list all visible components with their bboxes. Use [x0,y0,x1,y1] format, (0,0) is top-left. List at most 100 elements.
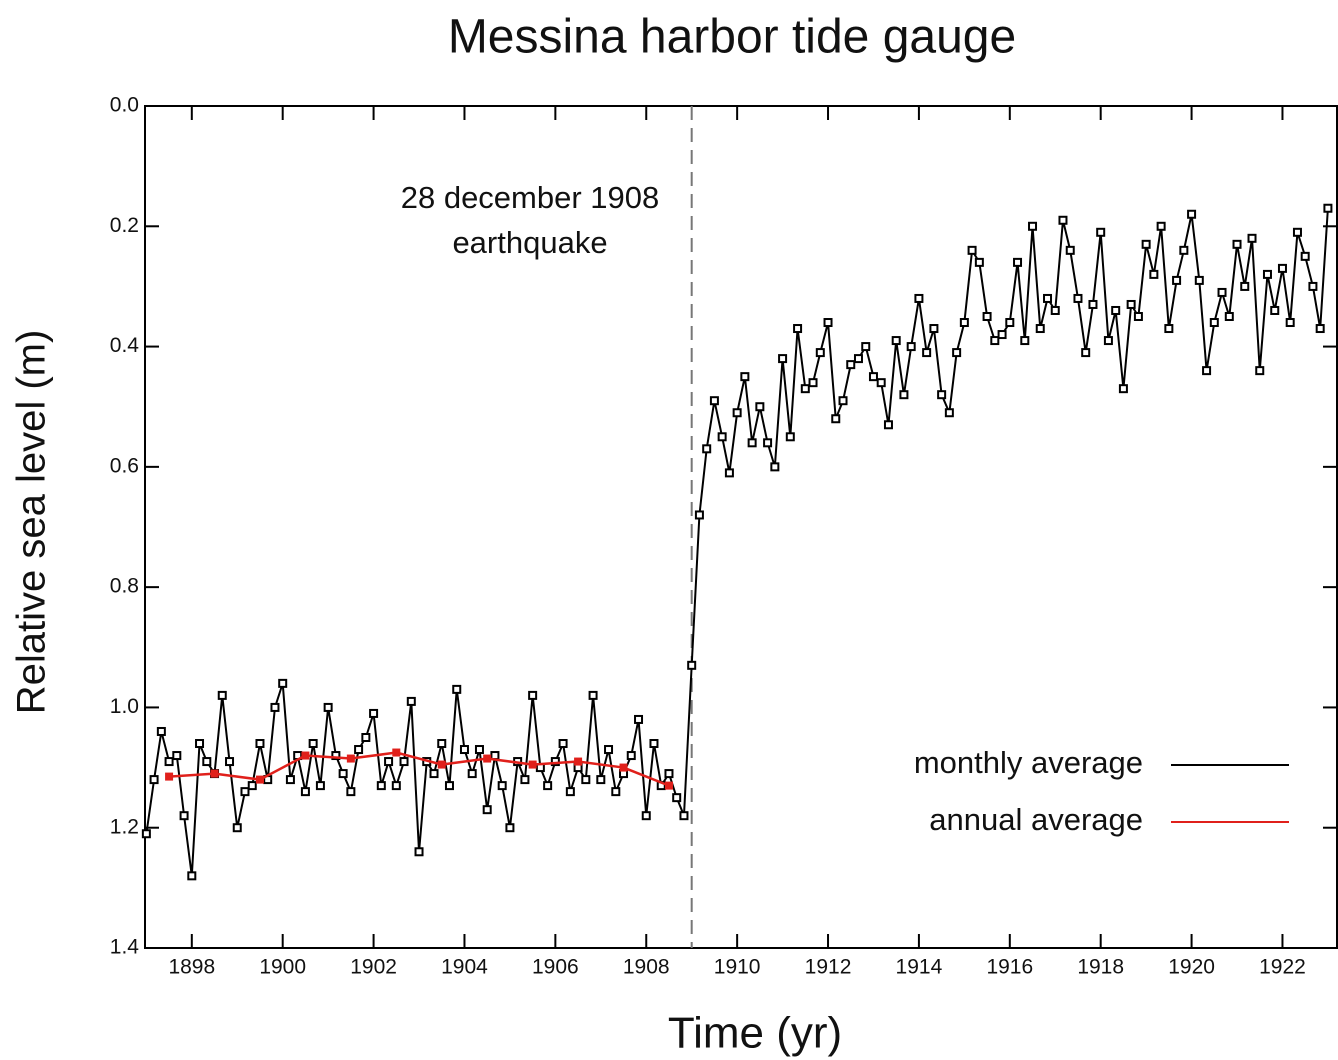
x-tick-label: 1914 [896,956,943,979]
data-point [634,714,644,724]
legend-label: monthly average [914,745,1143,780]
data-point [906,342,916,352]
data-point [156,726,166,736]
data-point [202,757,212,767]
data-point [505,823,515,833]
data-point [1277,263,1287,273]
x-tick-label: 1922 [1259,956,1306,979]
data-point [369,708,379,718]
data-point [1202,366,1212,376]
data-point [959,318,969,328]
data-point [1149,269,1159,279]
data-point [747,438,757,448]
data-point [574,757,583,766]
x-tick-label: 1910 [714,956,761,979]
data-point [831,414,841,424]
data-point [664,769,674,779]
data-point [717,432,727,442]
data-point [883,420,893,430]
data-point [392,748,401,757]
data-point [1270,305,1280,315]
data-point [1172,275,1182,285]
data-point [1164,324,1174,334]
data-point [785,432,795,442]
data-point [558,739,568,749]
data-point [225,757,235,767]
data-point [982,312,992,321]
data-point [1292,227,1302,237]
data-point [1224,312,1234,321]
data-point [853,354,863,364]
data-point [391,781,401,791]
chart-title: Messina harbor tide gauge [448,11,1016,64]
y-tick-label: 0.4 [110,334,140,357]
y-tick-label: 0.2 [110,214,139,237]
x-tick-label: 1898 [168,956,215,979]
data-point [679,811,689,821]
data-point [1073,293,1083,303]
data-point [482,805,492,815]
data-point [755,402,765,412]
data-point [793,324,803,334]
data-point [1323,203,1333,213]
data-point [596,775,606,785]
data-point [997,330,1007,340]
data-point [861,342,871,352]
data-point [694,510,704,520]
annotation: 28 december 1908 [401,180,660,215]
data-point [1209,318,1219,328]
data-point [929,324,939,334]
data-point [285,775,295,785]
data-point [1133,312,1143,321]
data-point [354,745,364,755]
data-point [800,384,810,394]
data-point [1187,209,1197,219]
data-point [1300,251,1310,261]
data-point [922,348,932,358]
data-point [1103,336,1113,346]
data-point [149,775,159,785]
data-point [270,702,280,712]
data-point [384,757,394,767]
data-point [1013,257,1023,267]
x-tick-label: 1902 [350,956,397,979]
data-point [210,769,219,778]
data-point [247,781,257,791]
data-point [1035,324,1045,334]
y-tick-label: 0.6 [110,454,139,477]
data-point [1179,245,1189,255]
data-point [361,733,371,742]
data-point [141,829,151,839]
y-tick-label: 1.4 [110,936,140,959]
data-point [195,739,205,749]
data-point [967,245,977,255]
data-point [429,769,439,779]
data-point [944,408,954,418]
data-point [331,751,341,761]
data-point [437,739,447,749]
data-point [1194,275,1204,285]
data-point [1065,245,1075,255]
data-point [232,823,242,833]
x-tick-label: 1906 [532,956,579,979]
plot-frame [144,105,1338,949]
data-point [846,360,856,370]
data-point [452,684,462,694]
data-point [1240,281,1250,291]
data-point [588,690,598,700]
data-point [1050,305,1060,315]
data-point [467,769,477,779]
data-point [604,745,614,755]
data-point [1285,318,1295,328]
data-point [346,787,356,797]
data-point [815,348,825,358]
data-point [414,847,424,857]
data-point [770,462,780,472]
data-point [1088,299,1098,309]
data-point [1255,366,1265,376]
data-point [664,781,673,790]
data-point [808,378,818,388]
data-point [565,787,575,797]
data-point [1308,281,1318,291]
data-point [709,396,719,406]
